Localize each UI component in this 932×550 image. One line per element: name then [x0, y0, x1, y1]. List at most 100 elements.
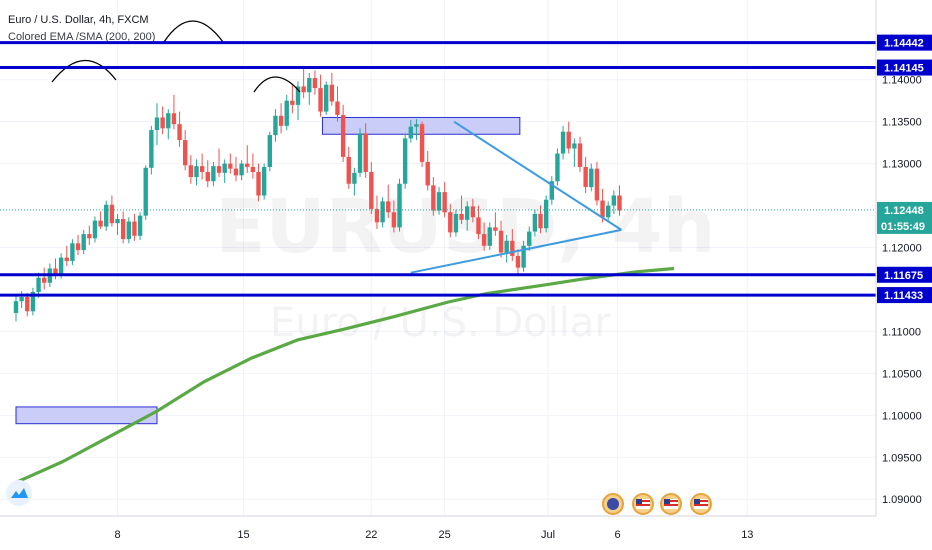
time-tick-label: 8 [114, 529, 120, 541]
candle-body [284, 100, 289, 126]
candle-body [261, 166, 267, 196]
pattern-arc [163, 20, 224, 43]
candle-body [577, 143, 583, 167]
candle-body [543, 199, 549, 229]
pattern-arc [51, 59, 117, 83]
candle-body [594, 168, 600, 201]
us-flag-event-icon[interactable] [632, 493, 654, 515]
candle-body [70, 243, 75, 261]
candle-body [419, 124, 425, 162]
supply-zone [15, 406, 158, 425]
candle-body [307, 78, 312, 93]
candle-body [408, 126, 413, 139]
candle-body [504, 240, 509, 253]
level-price-tag [877, 287, 932, 304]
candles [13, 67, 622, 322]
candle-body [273, 115, 278, 136]
candle-body [448, 212, 453, 233]
candle-body [431, 185, 436, 211]
candle-body [183, 140, 188, 166]
time-tick-label: 15 [237, 529, 249, 541]
price-tick-label: 1.09000 [882, 494, 922, 506]
candle-body [600, 200, 605, 218]
price-axis[interactable]: 1.14000 1.13500 1.13000 1.12000 1.11000 1.105… [882, 75, 922, 507]
trendlines [410, 120, 622, 274]
candle-body [369, 172, 374, 209]
time-tick-label: 25 [439, 529, 451, 541]
candle-body [606, 205, 611, 218]
candle-body [380, 201, 385, 223]
candle-body [521, 245, 526, 268]
candle-body [25, 297, 30, 312]
watermark: EURUSD, 4h Euro / U.S. Dollar [215, 184, 715, 346]
price-tick-label: 1.10000 [882, 410, 922, 422]
candle-body [120, 218, 126, 240]
candle-body [92, 220, 98, 239]
candle-body [143, 167, 148, 216]
price-tick-label: 1.14000 [882, 75, 922, 87]
candle-body [115, 218, 120, 224]
candle-body [402, 138, 408, 184]
us-flag-event-icon[interactable] [690, 493, 712, 515]
price-tick-label: 1.12000 [882, 243, 922, 255]
candle-body [493, 227, 498, 231]
candle-body [527, 231, 532, 246]
candle-body [481, 234, 487, 246]
candle-body [13, 301, 19, 313]
candle-body [352, 172, 357, 184]
candle-body [515, 255, 521, 268]
candle-body [228, 163, 233, 169]
time-axis-background [0, 516, 932, 550]
candle-body [290, 100, 295, 105]
candle-body [465, 206, 470, 220]
candle-body [617, 195, 622, 211]
candle-body [391, 212, 397, 228]
candle-body [177, 124, 182, 141]
pattern-arc [253, 76, 301, 93]
last-price-tag-label: 1.12448 [884, 205, 924, 217]
candle-body [216, 166, 222, 173]
candle-body [386, 201, 391, 213]
candle-body [397, 183, 402, 228]
level-price-tag [877, 266, 932, 283]
time-axis[interactable]: 8 15 22 25 Jul 6 13 [114, 529, 753, 541]
candle-body [374, 208, 380, 223]
candle-body [459, 213, 464, 220]
legend-title: Euro / U.S. Dollar, 4h, FXCM [8, 14, 149, 26]
economic-event-icon[interactable] [602, 493, 624, 515]
triangle-lower-trendline [410, 228, 622, 274]
candle-body [340, 114, 346, 157]
candle-body [414, 124, 419, 127]
tradingview-logo[interactable] [6, 480, 32, 506]
us-flag-event-icon[interactable] [660, 493, 682, 515]
tradingview-logo-icon[interactable] [6, 480, 32, 506]
candle-body [363, 133, 368, 172]
candle-body [329, 84, 335, 102]
candle-body [126, 221, 131, 240]
price-tick-label: 1.13500 [882, 117, 922, 129]
candle-body [42, 277, 47, 283]
candle-body [295, 86, 301, 105]
candle-body [109, 204, 115, 224]
candle-body [555, 153, 560, 182]
candle-body [442, 192, 447, 213]
candle-body [233, 168, 239, 176]
candle-body [487, 227, 492, 246]
time-tick-label: Jul [541, 529, 555, 541]
candle-body [30, 291, 36, 312]
candle-body [566, 131, 571, 149]
level-price-tag [877, 34, 932, 51]
candle-body [278, 115, 284, 126]
watermark-symbol: EURUSD, 4h [215, 184, 715, 270]
tradingview-logo-mark [11, 488, 28, 498]
candle-body [53, 268, 58, 275]
candle-body [36, 277, 41, 292]
candle-body [188, 165, 194, 178]
candle-body [75, 243, 81, 251]
ema-sma-line [15, 266, 675, 484]
candle-body [589, 168, 594, 188]
legend-indicator: Colored EMA /SMA (200, 200) [8, 31, 155, 43]
time-tick-label: 6 [615, 529, 621, 541]
candle-body [160, 117, 165, 129]
